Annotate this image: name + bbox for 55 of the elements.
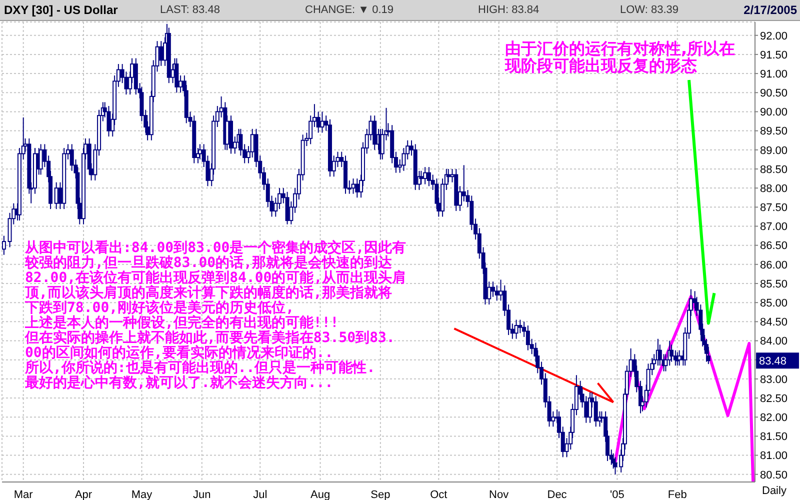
y-tick-label: 90.50	[760, 88, 788, 100]
y-tick-label: 82.50	[760, 392, 788, 405]
y-tick-label: 86.50	[760, 240, 788, 252]
x-tick-label: Oct	[430, 488, 448, 500]
y-tick-label: 89.00	[760, 144, 788, 157]
x-tick-label: Jun	[193, 488, 211, 500]
annotation: 但在实际的操作上就不能如此,而要先看美指在83.50到83.	[25, 330, 396, 346]
y-tick-label: 86.00	[760, 259, 788, 272]
x-tick-label: '05	[610, 488, 624, 500]
x-tick-label: Apr	[74, 488, 92, 500]
text: HIGH: 83.84	[478, 4, 540, 16]
x-tick-label: Feb	[668, 488, 687, 500]
x-tick-label: Mar	[14, 488, 34, 500]
text: Daily	[762, 485, 786, 497]
x-tick-label: Aug	[310, 488, 330, 500]
y-tick-label: 85.50	[760, 278, 788, 290]
annotation: 现阶段可能出现反复的形态	[505, 56, 697, 75]
annotation: 从图中可以看出:84.00到83.00是一个密集的成交区,因此有	[25, 240, 406, 256]
text: LOW: 83.39	[620, 4, 678, 16]
annotation: 00的区间如何的运作,要看实际的情况来印证的..	[25, 345, 334, 361]
y-tick-label: 88.00	[760, 182, 788, 195]
annotation: 所以,你所说的:也是有可能出现的..但只是一种可能性.	[25, 360, 376, 376]
annotation: 由于汇价的运行有对称性,所以在	[505, 39, 736, 58]
annotation: 顶,而以该头肩顶的高度来计算下跌的幅度的话,那美指就将	[25, 285, 393, 301]
x-tick-label: May	[131, 488, 153, 500]
annotation: 上述是本人的一种假设,但完全的有出现的可能!!!	[25, 315, 340, 331]
y-tick-label: 81.00	[760, 450, 788, 462]
y-tick-label: 84.50	[760, 316, 788, 329]
annotation: 83.48	[759, 356, 787, 368]
annotation: 最好的是心中有数,就可以了.就不会迷失方向...	[25, 375, 334, 391]
y-tick-label: 90.00	[760, 106, 788, 119]
y-tick-label: 88.50	[760, 164, 788, 176]
y-tick-label: 81.50	[760, 431, 788, 444]
y-tick-label: 82.00	[760, 412, 788, 424]
annotation: 下跌到78.00,刚好该位是美元的历史低位,	[25, 300, 296, 316]
y-tick-label: 91.50	[760, 49, 788, 62]
y-tick-label: 92.00	[760, 30, 788, 42]
text: LAST: 83.48	[160, 4, 220, 16]
x-tick-label: Dec	[547, 488, 568, 500]
annotation: 82.00,在该位有可能出现反弹到84.00的可能,从而出现头肩	[25, 270, 406, 286]
y-tick-label: 91.00	[760, 68, 788, 80]
y-tick-label: 85.00	[760, 297, 788, 310]
chart-title: DXY [30] - US Dollar	[4, 3, 118, 17]
x-tick-label: Jul	[253, 488, 268, 500]
y-tick-label: 87.50	[760, 202, 788, 214]
y-tick-label: 87.00	[760, 221, 788, 234]
y-tick-label: 80.50	[760, 469, 788, 482]
annotation: 较强的阻力,但一旦跌破83.00的话,那就将是会快速的到达	[25, 255, 392, 271]
x-tick-label: Sep	[370, 488, 390, 500]
x-tick-label: Nov	[489, 488, 510, 500]
y-tick-label: 83.00	[760, 374, 788, 386]
y-tick-label: 89.50	[760, 126, 788, 138]
y-tick-label: 84.00	[760, 336, 788, 348]
chart-subtitle: 2/17/2005	[744, 3, 797, 17]
text: CHANGE: ▼ 0.19	[305, 4, 394, 16]
